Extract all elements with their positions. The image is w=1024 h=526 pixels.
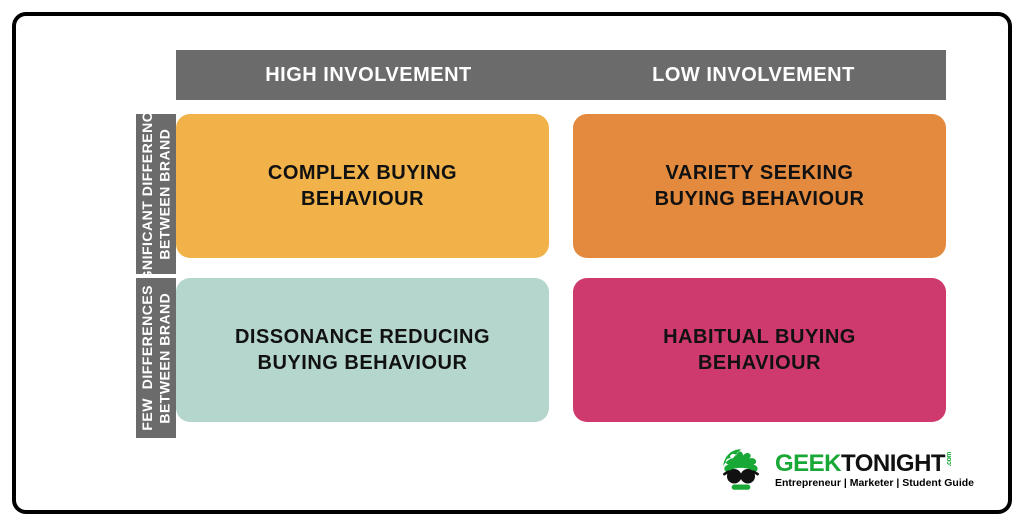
cell-habitual-line1: HABITUAL BUYING <box>663 326 856 348</box>
row-label-few: FEW DIFFERENCES BETWEEN BRAND <box>136 278 176 438</box>
row-label-few-line1: FEW DIFFERENCES <box>139 285 155 431</box>
brand-logo-com: .com <box>946 452 953 466</box>
cell-dissonance-line1: DISSONANCE REDUCING <box>235 326 490 348</box>
brand-logo-title-b: TONIGHT <box>841 450 945 477</box>
column-header-bar: HIGH INVOLVEMENT LOW INVOLVEMENT <box>176 50 946 100</box>
brand-logo-subtitle: Entrepreneur | Marketer | Student Guide <box>775 478 974 489</box>
cell-variety-seeking: VARIETY SEEKING BUYING BEHAVIOUR <box>573 114 946 258</box>
brand-logo-text: GEEKTONIGHT.com Entrepreneur | Marketer … <box>775 452 974 489</box>
diagram-frame: TO SIGNIFICANT DIFFERENCES BETWEEN BRAND… <box>12 12 1012 514</box>
cell-habitual-line2: BEHAVIOUR <box>698 352 821 374</box>
matrix-grid: COMPLEX BUYING BEHAVIOUR VARIETY SEEKING B… <box>176 114 946 422</box>
cell-complex-line2: BEHAVIOUR <box>301 188 424 210</box>
row-label-significant-line2: BETWEEN BRAND <box>156 129 172 260</box>
cell-complex-buying: COMPLEX BUYING BEHAVIOUR <box>176 114 549 258</box>
brand-logo-title: GEEKTONIGHT.com <box>775 452 974 476</box>
col-header-low-involvement: LOW INVOLVEMENT <box>561 64 946 87</box>
cell-habitual-buying: HABITUAL BUYING BEHAVIOUR <box>573 278 946 422</box>
brand-logo: GEEKTONIGHT.com Entrepreneur | Marketer … <box>715 444 974 496</box>
cell-variety-line1: VARIETY SEEKING <box>666 162 854 184</box>
row-label-significant: SIGNIFICANT DIFFERENCES BETWEEN BRAND <box>136 114 176 274</box>
brand-logo-title-a: GEEK <box>775 450 841 477</box>
col-header-high-involvement: HIGH INVOLVEMENT <box>176 64 561 87</box>
cell-dissonance-reducing: DISSONANCE REDUCING BUYING BEHAVIOUR <box>176 278 549 422</box>
cell-variety-line2: BUYING BEHAVIOUR <box>655 188 865 210</box>
cell-complex-line1: COMPLEX BUYING <box>268 162 457 184</box>
cell-dissonance-line2: BUYING BEHAVIOUR <box>258 352 468 374</box>
row-label-few-line2: BETWEEN BRAND <box>156 293 172 424</box>
buying-behaviour-matrix: HIGH INVOLVEMENT LOW INVOLVEMENT COMPLEX… <box>176 50 946 422</box>
row-label-significant-line1: SIGNIFICANT DIFFERENCES <box>139 92 155 296</box>
brand-logo-icon <box>715 444 767 496</box>
